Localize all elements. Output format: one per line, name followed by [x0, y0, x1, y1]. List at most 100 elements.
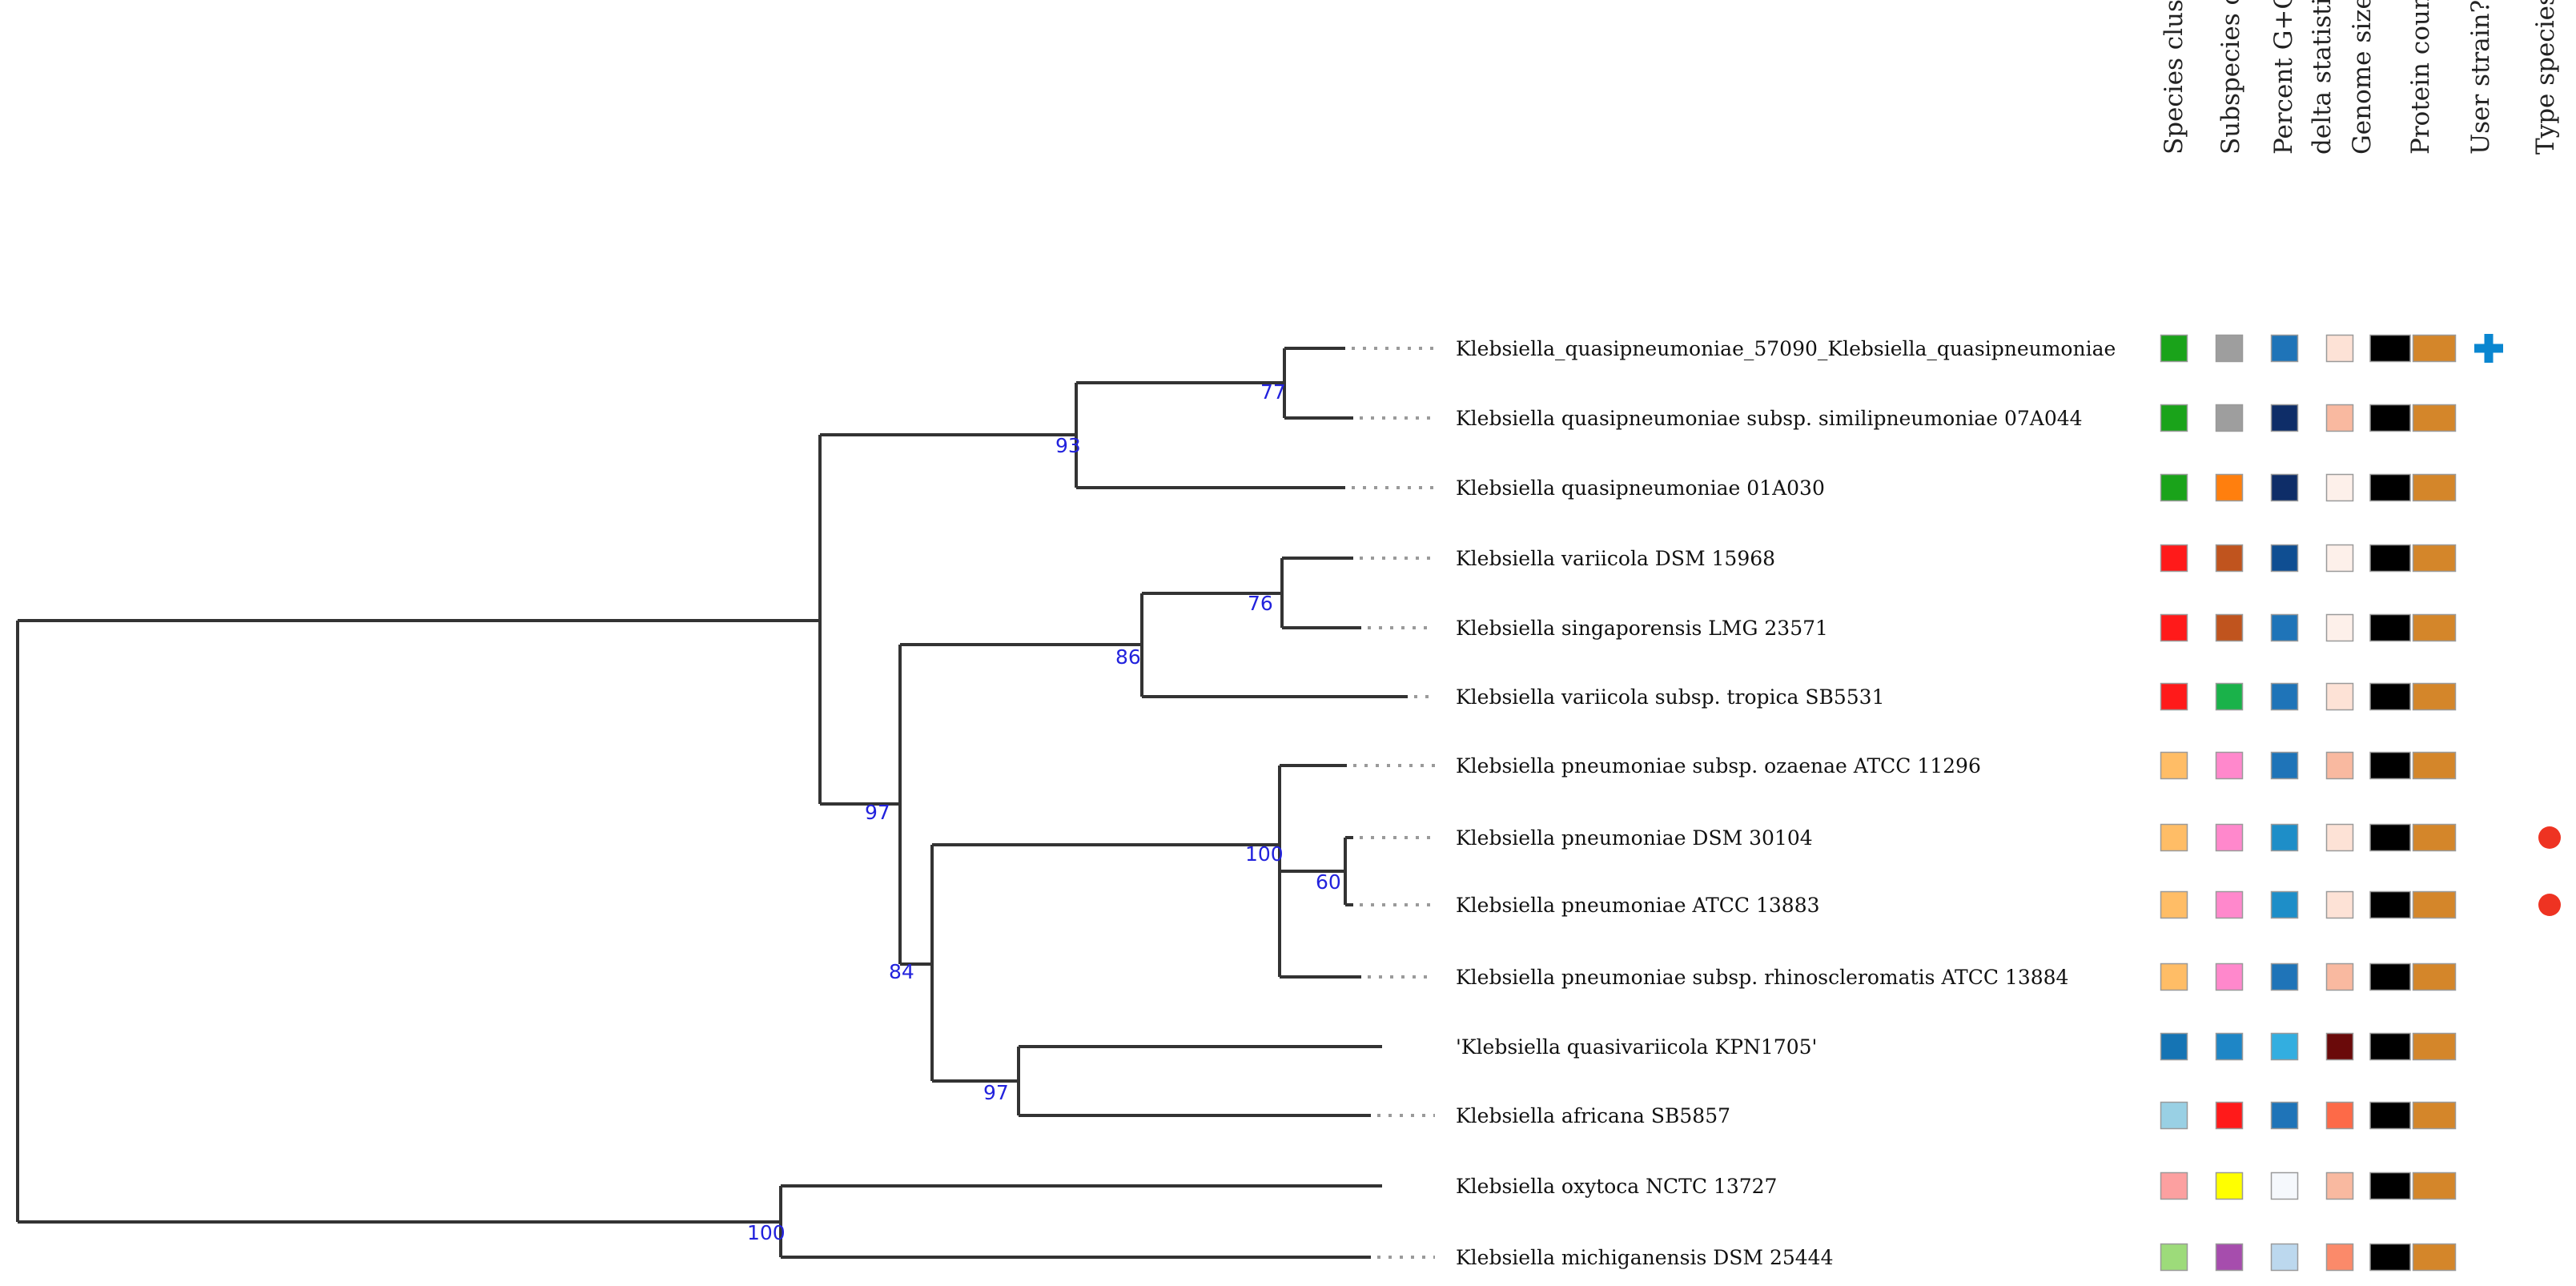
- column-header-type: Type species?: [2531, 0, 2560, 155]
- cell-subspecies: [2215, 1243, 2244, 1272]
- cell-gc: [2270, 890, 2299, 919]
- cell-delta: [2325, 473, 2354, 502]
- cell-gc: [2270, 1101, 2299, 1130]
- cell-delta: [2325, 751, 2354, 780]
- cell-size: [2369, 334, 2411, 363]
- cell-species: [2160, 682, 2188, 711]
- support-value: 100: [747, 1221, 786, 1244]
- support-values: 77 93 76 86 60 100 97 84 97 100: [747, 380, 1341, 1244]
- support-value: 86: [1115, 645, 1141, 669]
- cell-subspecies: [2215, 962, 2244, 991]
- branch-quasipneumoniae-inner: [1283, 347, 1353, 420]
- cell-delta: [2325, 1101, 2354, 1130]
- cell-size: [2369, 1243, 2411, 1272]
- cell-species: [2160, 613, 2188, 642]
- cell-protein: [2412, 890, 2457, 919]
- type-species-dot-icon: [2538, 826, 2561, 849]
- support-value: 100: [1245, 842, 1284, 866]
- cell-gc: [2270, 334, 2299, 363]
- support-value: 77: [1260, 380, 1286, 404]
- cell-species: [2160, 1171, 2188, 1200]
- leaf-label: Klebsiella_quasipneumoniae_57090_Klebsie…: [1456, 337, 2116, 360]
- cell-size: [2369, 962, 2411, 991]
- cell-delta: [2325, 404, 2354, 432]
- cell-delta: [2325, 1243, 2354, 1272]
- cell-species: [2160, 1032, 2188, 1061]
- cell-size: [2369, 682, 2411, 711]
- cell-gc: [2270, 682, 2299, 711]
- leaf-leader-lines: [1352, 347, 1435, 1259]
- leaf-label: Klebsiella oxytoca NCTC 13727: [1456, 1175, 1777, 1198]
- cell-species: [2160, 1243, 2188, 1272]
- annotation-cells: [2160, 334, 2457, 1272]
- branch-root: [16, 619, 820, 1224]
- cell-gc: [2270, 544, 2299, 573]
- column-header-species: Species cluster: [2160, 0, 2188, 155]
- branch-variicola-clade: [1140, 592, 1408, 698]
- leaf-labels: Klebsiella_quasipneumoniae_57090_Klebsie…: [1456, 337, 2116, 1269]
- cell-protein: [2412, 751, 2457, 780]
- leaf-label: Klebsiella pneumoniae subsp. ozaenae ATC…: [1456, 754, 1981, 778]
- cell-size: [2369, 1171, 2411, 1200]
- column-header-subspecies: Subspecies cluster: [2216, 0, 2245, 155]
- column-headers: Species cluster Subspecies cluster Percent…: [2160, 0, 2560, 155]
- leaf-label: Klebsiella singaporensis LMG 23571: [1456, 617, 1828, 640]
- branch-africana-clade: [1017, 1045, 1382, 1117]
- cell-protein: [2412, 823, 2457, 852]
- support-value: 93: [1055, 434, 1081, 457]
- column-header-protein: Protein count: [2406, 0, 2435, 155]
- cell-subspecies: [2215, 1101, 2244, 1130]
- cell-protein: [2412, 962, 2457, 991]
- leaf-label: 'Klebsiella quasivariicola KPN1705': [1456, 1035, 1817, 1059]
- leaf-label: Klebsiella pneumoniae DSM 30104: [1456, 826, 1813, 850]
- cell-protein: [2412, 1101, 2457, 1130]
- branch-group-84: [930, 843, 1280, 1083]
- cell-species: [2160, 473, 2188, 502]
- cell-subspecies: [2215, 544, 2244, 573]
- support-value: 97: [983, 1081, 1009, 1104]
- cell-species: [2160, 890, 2188, 919]
- cell-size: [2369, 823, 2411, 852]
- cell-protein: [2412, 334, 2457, 363]
- cell-protein: [2412, 404, 2457, 432]
- cell-protein: [2412, 1032, 2457, 1061]
- cell-size: [2369, 890, 2411, 919]
- leaf-label: Klebsiella pneumoniae ATCC 13883: [1456, 894, 1820, 917]
- cell-size: [2369, 544, 2411, 573]
- cell-species: [2160, 823, 2188, 852]
- cell-size: [2369, 473, 2411, 502]
- cell-size: [2369, 1101, 2411, 1130]
- cell-subspecies: [2215, 682, 2244, 711]
- cell-subspecies: [2215, 473, 2244, 502]
- cell-gc: [2270, 613, 2299, 642]
- leaf-label: Klebsiella variicola DSM 15968: [1456, 547, 1775, 570]
- user-strain-plus-icon: [2474, 334, 2503, 363]
- column-header-user: User strain?: [2466, 0, 2495, 155]
- cell-subspecies: [2215, 1032, 2244, 1061]
- cell-species: [2160, 1101, 2188, 1130]
- branch-ingroup: [818, 433, 1076, 806]
- cell-gc: [2270, 1171, 2299, 1200]
- support-value: 76: [1248, 592, 1273, 615]
- support-value: 60: [1316, 870, 1341, 894]
- cell-gc: [2270, 1032, 2299, 1061]
- tree-branches: [16, 347, 1408, 1259]
- support-value: 84: [889, 960, 914, 983]
- leaf-label: Klebsiella quasipneumoniae subsp. simili…: [1456, 407, 2083, 430]
- branch-group-97: [898, 643, 1142, 966]
- cell-species: [2160, 404, 2188, 432]
- cell-gc: [2270, 473, 2299, 502]
- cell-size: [2369, 613, 2411, 642]
- cell-delta: [2325, 890, 2354, 919]
- leaf-label: Klebsiella pneumoniae subsp. rhinosclero…: [1456, 966, 2068, 989]
- branch-oxytoca-clade: [779, 1184, 1382, 1259]
- cell-gc: [2270, 1243, 2299, 1272]
- cell-subspecies: [2215, 823, 2244, 852]
- cell-species: [2160, 751, 2188, 780]
- column-header-size: Genome size (in bp): [2348, 0, 2377, 155]
- cell-protein: [2412, 613, 2457, 642]
- strain-markers: [2474, 334, 2561, 916]
- cell-subspecies: [2215, 1171, 2244, 1200]
- cell-species: [2160, 544, 2188, 573]
